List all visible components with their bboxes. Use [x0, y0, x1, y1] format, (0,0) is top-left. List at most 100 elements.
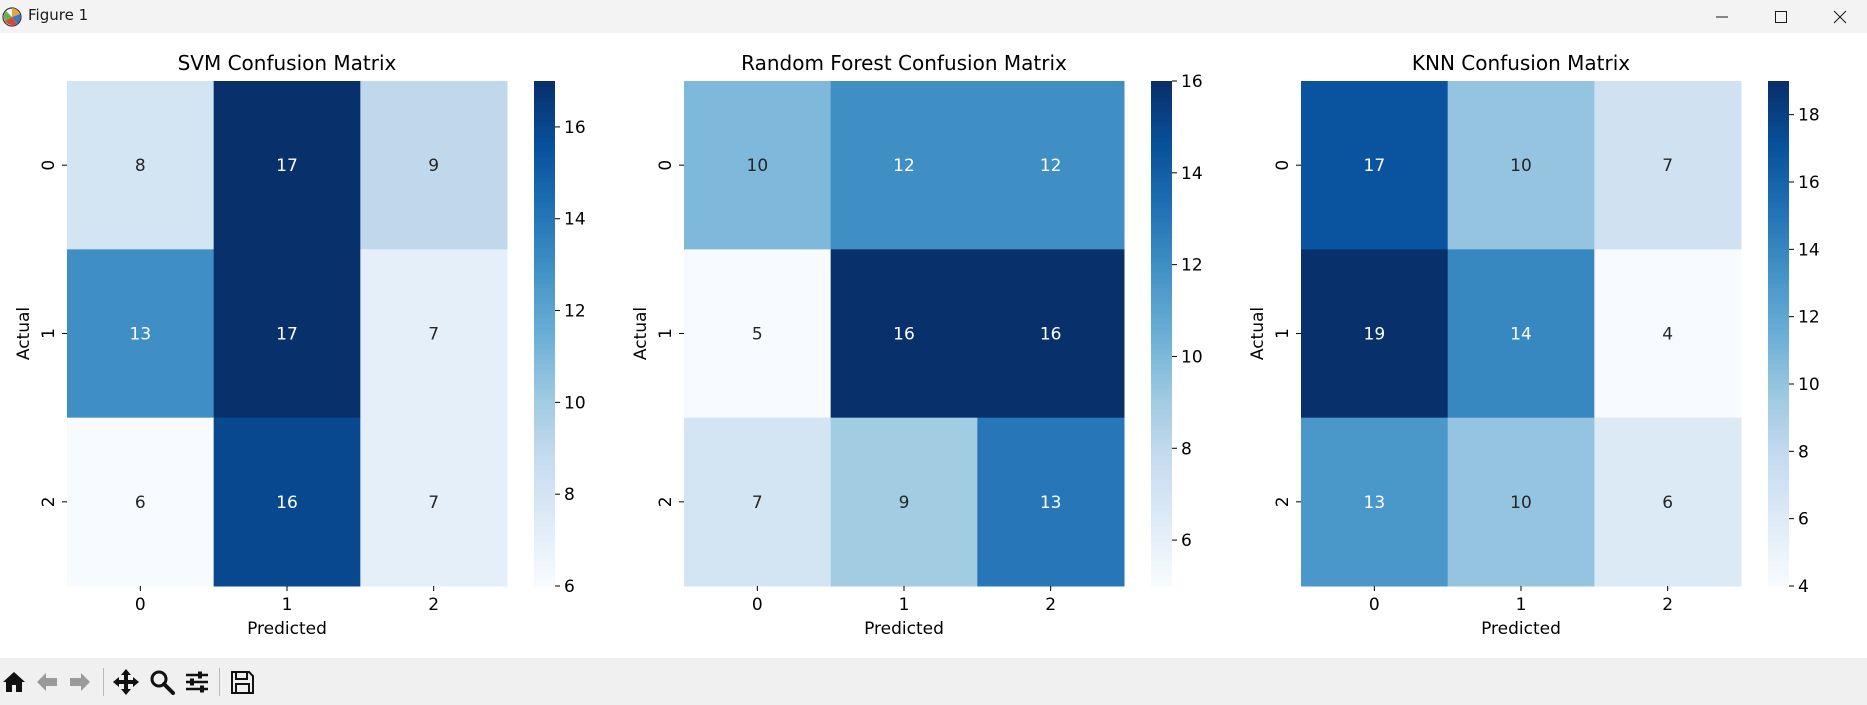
colorbar-gradient-strip: [1768, 510, 1789, 516]
colorbar-gradient-strip: [1151, 479, 1172, 486]
cell-value-label: 13: [1040, 493, 1062, 513]
heatmap-cell: [1447, 249, 1595, 419]
colorbar-gradient-strip: [1151, 570, 1172, 577]
colorbar-tick-label: 10: [1181, 347, 1203, 367]
colorbar-gradient-strip: [1151, 318, 1172, 324]
colorbar-gradient-strip: [534, 459, 555, 466]
heatmap-cell: [1301, 81, 1449, 250]
colorbar-gradient-strip: [1768, 378, 1789, 385]
colorbar-gradient-strip: [534, 197, 555, 203]
colorbar-gradient-strip: [534, 510, 555, 516]
pan-icon: [113, 669, 139, 695]
colorbar-gradient-strip: [1768, 399, 1789, 405]
close-button[interactable]: [1810, 0, 1867, 33]
colorbar-gradient-strip: [1768, 106, 1789, 112]
y-tick-label: 0: [39, 160, 59, 171]
colorbar-gradient-strip: [1768, 550, 1789, 557]
zoom-button[interactable]: [148, 668, 176, 696]
colorbar-gradient-strip: [534, 182, 555, 188]
colorbar-gradient-strip: [1768, 394, 1789, 400]
heatmap-cell: [67, 81, 215, 250]
colorbar-tick-label: 10: [1798, 375, 1820, 395]
x-tick-label: 1: [899, 595, 910, 615]
colorbar-gradient-strip: [1768, 91, 1789, 97]
colorbar-gradient-strip: [534, 495, 555, 501]
colorbar-gradient-strip: [1768, 368, 1789, 375]
colorbar-gradient-strip: [1151, 116, 1172, 122]
colorbar-gradient-strip: [534, 409, 555, 415]
colorbar-gradient-strip: [534, 555, 555, 562]
colorbar-gradient-strip: [1151, 217, 1172, 223]
x-tick-label: 0: [1369, 595, 1380, 615]
x-axis-label: Predicted: [1481, 619, 1561, 639]
colorbar-gradient-strip: [534, 262, 555, 269]
figure-canvas[interactable]: SVM Confusion Matrix 8 17 9 13 17 7 6 16 7 0 1 2 Pred…: [0, 33, 1867, 658]
home-button[interactable]: [0, 668, 28, 696]
colorbar-tick-label: 8: [1181, 439, 1192, 459]
colorbar-gradient-strip: [534, 389, 555, 395]
close-icon: [1833, 10, 1847, 23]
cell-value-label: 17: [276, 325, 298, 345]
colorbar-gradient-strip: [1151, 474, 1172, 481]
minimize-button[interactable]: [1692, 0, 1752, 33]
colorbar-gradient-strip: [1151, 429, 1172, 436]
colorbar-gradient-strip: [534, 116, 555, 122]
heatmap-cell: [684, 249, 832, 419]
colorbar-gradient-strip: [1768, 459, 1789, 466]
cell-value-label: 5: [752, 325, 763, 345]
colorbar-gradient-strip: [534, 353, 555, 360]
heatmap-cell: [67, 417, 215, 587]
colorbar-gradient-strip: [1768, 313, 1789, 319]
colorbar-gradient-strip: [1768, 227, 1789, 234]
forward-button[interactable]: [66, 668, 94, 696]
colorbar-gradient-strip: [1768, 338, 1789, 345]
x-tick-label: 2: [1662, 595, 1673, 615]
colorbar-gradient-strip: [1768, 419, 1789, 425]
maximize-button[interactable]: [1751, 0, 1811, 33]
back-icon: [37, 673, 57, 691]
save-icon: [231, 671, 254, 694]
colorbar-gradient-strip: [534, 283, 555, 289]
back-button[interactable]: [33, 668, 61, 696]
colorbar-gradient-strip: [1151, 409, 1172, 415]
colorbar-gradient-strip: [1151, 545, 1172, 552]
colorbar-gradient-strip: [534, 328, 555, 335]
colorbar-gradient-strip: [1768, 520, 1789, 526]
colorbar-gradient-strip: [1768, 176, 1789, 183]
colorbar-gradient-strip: [534, 565, 555, 572]
colorbar-gradient-strip: [534, 434, 555, 441]
colorbar-gradient-strip: [1151, 363, 1172, 370]
colorbar-gradient-strip: [1768, 237, 1789, 244]
colorbar-gradient-strip: [1151, 91, 1172, 97]
forward-icon: [70, 673, 90, 691]
colorbar-gradient-strip: [1768, 353, 1789, 360]
colorbar-gradient-strip: [1151, 485, 1172, 491]
colorbar-gradient-strip: [1768, 111, 1789, 117]
colorbar-gradient-strip: [1768, 146, 1789, 153]
colorbar-gradient-strip: [1151, 187, 1172, 193]
colorbar-gradient-strip: [1768, 414, 1789, 420]
colorbar-gradient-strip: [1151, 469, 1172, 476]
colorbar-gradient-strip: [534, 560, 555, 567]
colorbar-gradient-strip: [1768, 141, 1789, 148]
colorbar-gradient-strip: [534, 474, 555, 481]
colorbar-gradient-strip: [1768, 333, 1789, 340]
colorbar-gradient-strip: [1151, 444, 1172, 451]
colorbar-gradient-strip: [534, 111, 555, 117]
colorbar-gradient-strip: [1768, 389, 1789, 395]
colorbar-gradient-strip: [1151, 424, 1172, 431]
colorbar-gradient-strip: [1151, 288, 1172, 294]
colorbar-gradient-strip: [1151, 131, 1172, 138]
colorbar-gradient-strip: [534, 247, 555, 254]
pan-button[interactable]: [112, 668, 140, 696]
colorbar-gradient-strip: [534, 217, 555, 223]
minimize-icon: [1716, 16, 1728, 17]
colorbar-gradient-strip: [1151, 313, 1172, 319]
save-button[interactable]: [228, 668, 256, 696]
colorbar-gradient-strip: [1768, 242, 1789, 249]
colorbar-gradient-strip: [1151, 399, 1172, 405]
colorbar-gradient-strip: [1151, 86, 1172, 92]
heatmap-cell: [213, 417, 361, 587]
colorbar-gradient-strip: [534, 490, 555, 496]
configure-subplots-button[interactable]: [183, 668, 211, 696]
